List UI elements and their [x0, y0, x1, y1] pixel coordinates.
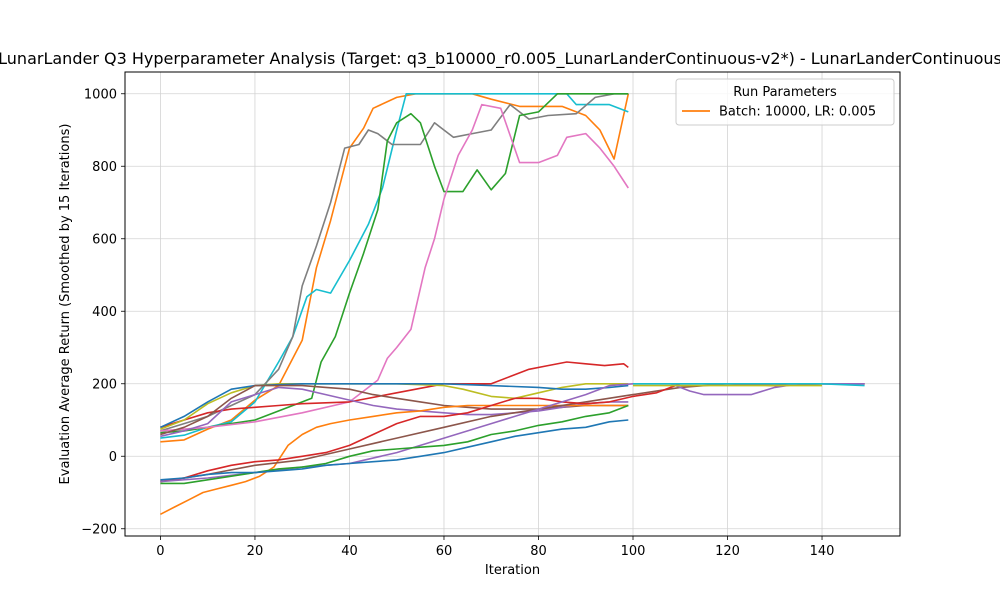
series-line-7 — [160, 383, 629, 430]
legend: Run Parameters Batch: 10000, LR: 0.005 — [675, 78, 895, 126]
legend-box — [675, 78, 895, 126]
series-line-13 — [160, 383, 865, 483]
series-line-15 — [160, 404, 629, 485]
x-tick-label: 120 — [715, 544, 740, 559]
legend-entry-label: Batch: 10000, LR: 0.005 — [719, 105, 876, 120]
series-line-5 — [160, 103, 629, 432]
series-line-6 — [160, 361, 629, 429]
legend-entries: Batch: 10000, LR: 0.005 — [682, 105, 876, 120]
series-line-8 — [160, 383, 629, 429]
x-tick-label: 100 — [621, 544, 646, 559]
chart-title: LunarLander Q3 Hyperparameter Analysis (… — [0, 49, 1000, 69]
y-tick-label: 0 — [109, 450, 117, 465]
x-axis-ticks: 0 20 40 60 80 100 120 140 — [156, 536, 834, 559]
y-tick-label: 200 — [92, 377, 117, 392]
x-tick-label: 20 — [247, 544, 264, 559]
x-tick-label: 0 — [156, 544, 164, 559]
series-line-16 — [160, 419, 629, 481]
y-tick-label: 400 — [92, 305, 117, 320]
x-tick-label: 40 — [341, 544, 358, 559]
y-axis-ticks: −200 0 200 400 600 800 1000 — [81, 87, 125, 537]
series-line-10 — [160, 386, 629, 438]
y-tick-label: 600 — [92, 232, 117, 247]
series-line-3 — [160, 93, 629, 432]
x-tick-label: 60 — [436, 544, 453, 559]
series-line-11 — [160, 404, 629, 516]
y-axis-label: Evaluation Average Return (Smoothed by 1… — [58, 124, 73, 485]
y-tick-label: −200 — [81, 522, 117, 537]
series-line-1 — [160, 93, 630, 443]
y-tick-label: 800 — [92, 160, 117, 175]
series-lines — [160, 93, 865, 516]
x-axis-label: Iteration — [485, 563, 540, 578]
grid — [125, 72, 900, 536]
x-tick-label: 80 — [530, 544, 547, 559]
series-line-2 — [160, 93, 629, 439]
legend-title: Run Parameters — [733, 85, 837, 100]
plot-frame — [124, 71, 901, 537]
series-line-17 — [633, 383, 865, 387]
x-tick-label: 140 — [810, 544, 835, 559]
y-tick-label: 1000 — [84, 87, 117, 102]
